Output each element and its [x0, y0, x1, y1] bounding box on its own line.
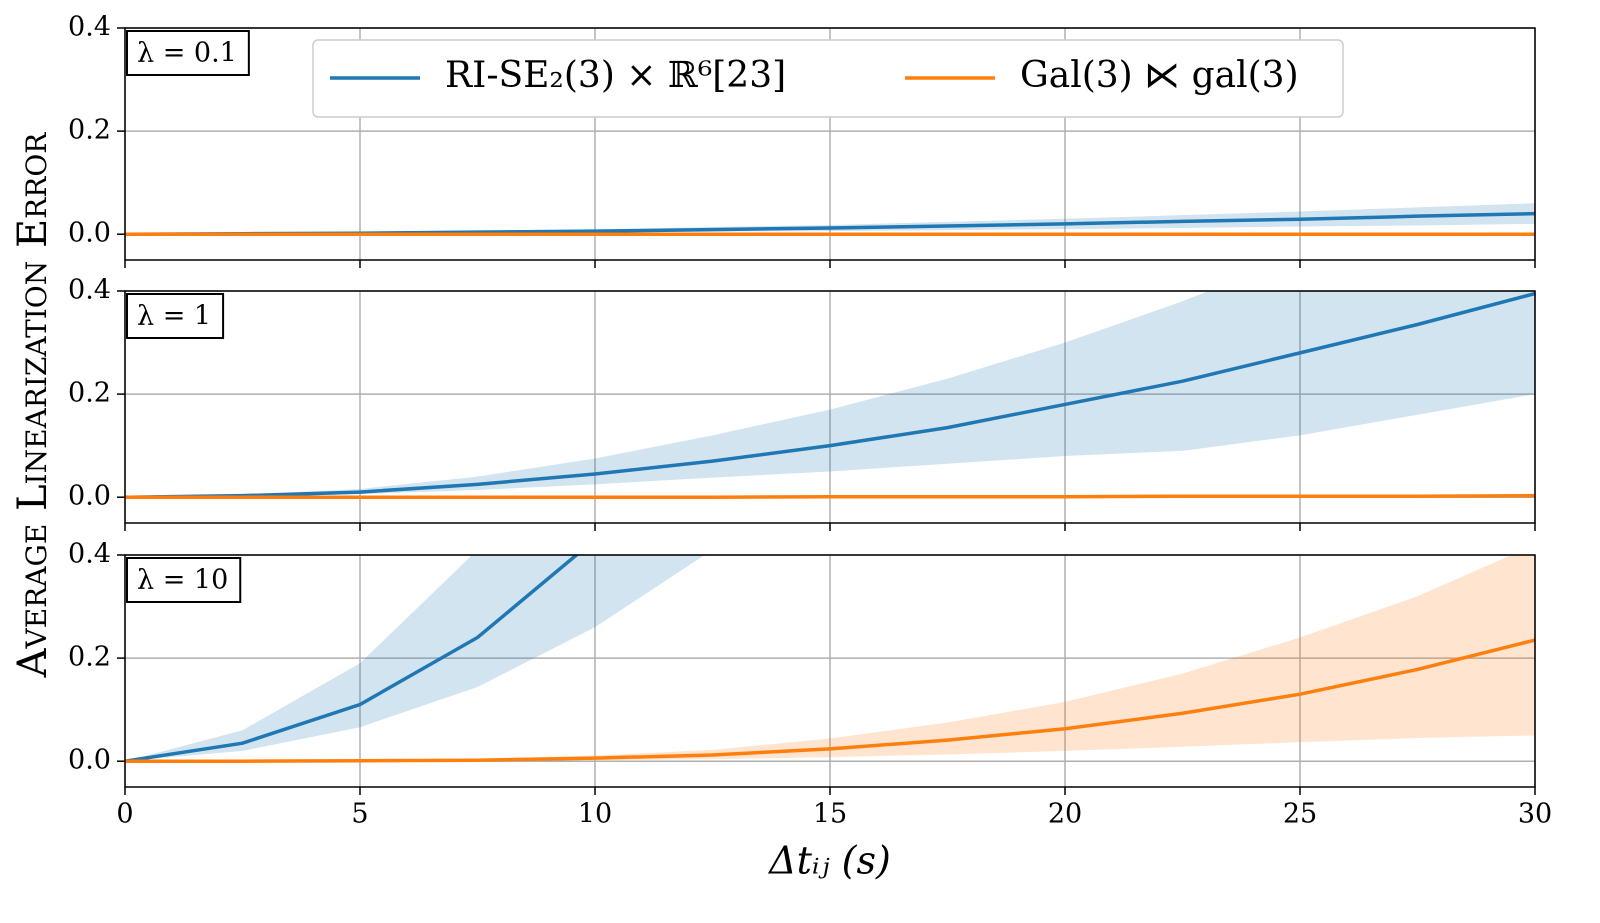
- y-tick-label: 0.2: [68, 378, 111, 409]
- series-line: [125, 638, 1535, 763]
- y-tick-label: 0.0: [68, 745, 111, 776]
- x-tick-label: 15: [813, 799, 847, 830]
- y-tick-label: 0.0: [68, 218, 111, 249]
- annotation: λ = 1: [137, 301, 211, 332]
- y-tick-label: 0.0: [68, 481, 111, 512]
- y-tick-label: 0.4: [68, 539, 111, 570]
- y-tick-label: 0.4: [68, 275, 111, 306]
- y-tick-label: 0.2: [68, 642, 111, 673]
- x-axis-label: Δtᵢⱼ (s): [767, 839, 891, 883]
- y-tick-label: 0.2: [68, 115, 111, 146]
- y-tick-label: 0.4: [68, 12, 111, 43]
- x-tick-label: 0: [116, 799, 133, 830]
- axes-frame: [124, 554, 1536, 788]
- legend-label: RI-SE₂(3) × ℝ⁶[23]: [445, 55, 786, 96]
- plot-area: [125, 203, 1535, 236]
- confidence-band: [125, 555, 1535, 762]
- confidence-band: [125, 291, 1535, 498]
- x-tick-label: 30: [1518, 799, 1552, 830]
- plot-area: [125, 291, 1535, 499]
- annotation-box: [126, 30, 250, 76]
- x-tick-label: 20: [1048, 799, 1082, 830]
- annotation-box: [126, 293, 225, 339]
- series-line: [125, 493, 1535, 499]
- x-tick-label: 5: [351, 799, 368, 830]
- series-line: [125, 555, 580, 763]
- x-tick-label: 10: [578, 799, 612, 830]
- annotation: λ = 10: [137, 565, 228, 596]
- confidence-band: [125, 203, 1535, 235]
- legend-label: Gal(3) ⋉ gal(3): [1020, 55, 1299, 96]
- plot-area: [125, 555, 1535, 763]
- series-line: [125, 291, 1535, 499]
- annotation: λ = 0.1: [137, 38, 237, 69]
- x-tick-label: 25: [1283, 799, 1317, 830]
- y-axis-label: Average Linearization Error: [10, 132, 56, 679]
- confidence-band: [125, 555, 705, 762]
- annotation-box: [126, 557, 242, 603]
- axes-frame: [124, 27, 1536, 261]
- axes-frame: [124, 290, 1536, 524]
- legend-box: [312, 39, 1344, 118]
